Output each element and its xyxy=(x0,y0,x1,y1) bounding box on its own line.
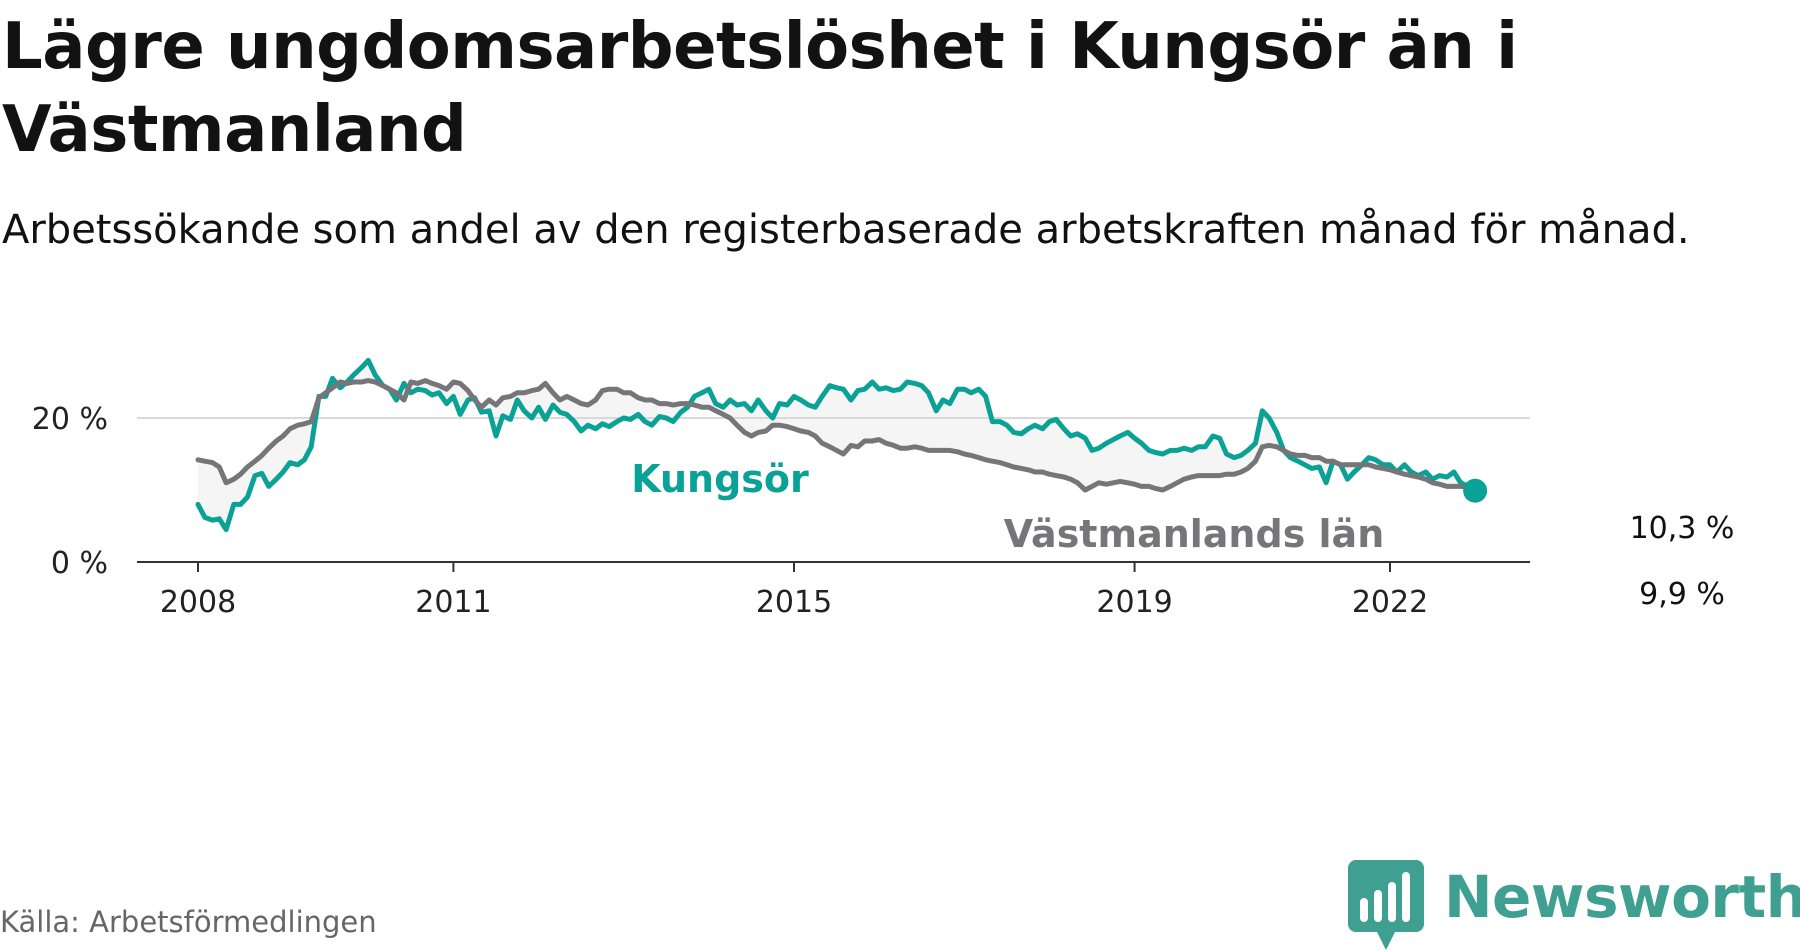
line-chart: 0 % 20 % 2008 2011 2015 2019 2022 Kungsör Väs… xyxy=(31,357,1735,620)
y-tick-label: 20 % xyxy=(32,402,108,437)
x-tick-label: 2022 xyxy=(1352,585,1428,620)
y-tick-label: 0 % xyxy=(51,546,108,581)
y-axis: 0 % 20 % xyxy=(32,402,108,581)
brand-name: Newsworthy xyxy=(1444,863,1800,931)
vastmanland-line xyxy=(195,378,1478,493)
kungsor-end-dot xyxy=(1463,478,1488,503)
source-note: Källa: Arbetsförmedlingen xyxy=(0,905,377,939)
x-tick-label: 2019 xyxy=(1096,585,1172,620)
chart-title: Lägre ungdomsarbetslöshet i Kungsör än i… xyxy=(2,10,1518,167)
x-tick-label: 2008 xyxy=(160,585,236,620)
kungsor-series-label: Kungsör xyxy=(631,457,809,501)
x-tick-label: 2011 xyxy=(415,585,491,620)
x-tick-label: 2015 xyxy=(756,585,832,620)
kungsor-line xyxy=(195,357,1478,533)
vastmanland-series-label: Västmanlands län xyxy=(1004,512,1385,556)
newsworthy-logo-icon xyxy=(1348,860,1424,950)
newsworthy-logo[interactable]: Newsworthy xyxy=(1348,860,1800,952)
chart-subtitle: Arbetssökande som andel av den registerb… xyxy=(2,207,1690,253)
x-axis: 2008 2011 2015 2019 2022 xyxy=(160,562,1428,620)
kungsor-end-label: 9,9 % xyxy=(1639,577,1725,612)
vastmanland-end-label: 10,3 % xyxy=(1630,511,1735,546)
